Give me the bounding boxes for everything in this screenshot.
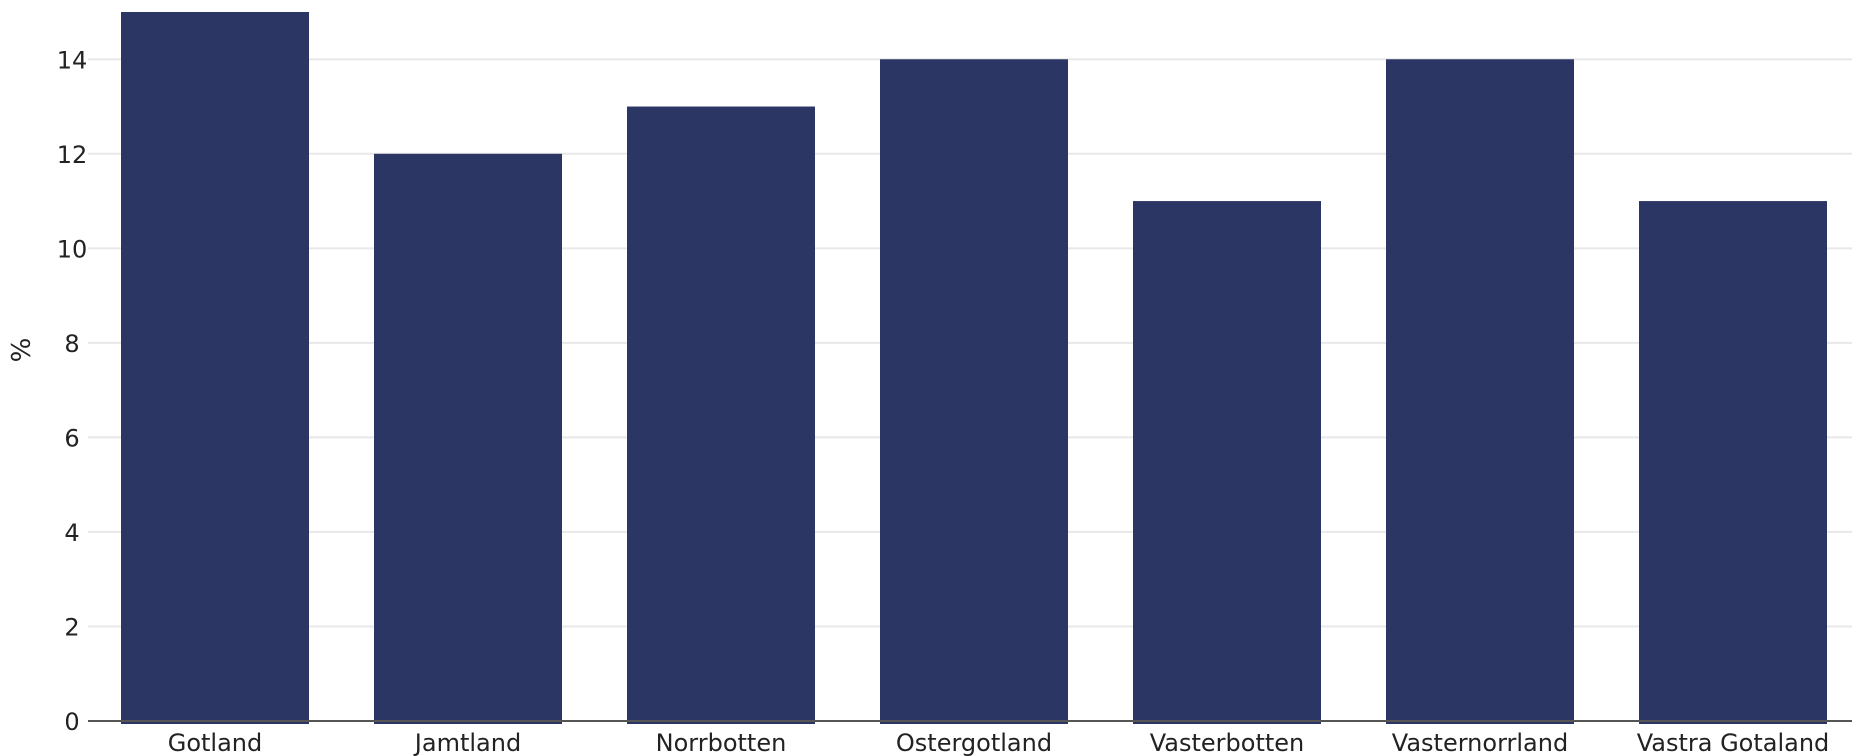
- x-tick-label: Jamtland: [413, 729, 521, 756]
- y-axis-title: %: [7, 338, 37, 363]
- bar: [1386, 59, 1574, 725]
- y-tick-label: 12: [57, 141, 88, 169]
- bar: [374, 153, 562, 725]
- y-tick-label: 4: [64, 519, 79, 547]
- x-tick-label: Norrbotten: [656, 729, 787, 756]
- y-tick-label: 2: [64, 613, 79, 641]
- bar: [121, 12, 309, 724]
- x-tick-label: Gotland: [168, 729, 263, 756]
- x-tick-label: Vastra Gotaland: [1637, 729, 1830, 756]
- y-tick-label: 0: [64, 708, 79, 736]
- x-tick-label: Ostergotland: [896, 729, 1052, 756]
- y-tick-label: 8: [64, 330, 79, 358]
- bars: [121, 12, 1827, 725]
- bar: [627, 106, 815, 725]
- bar: [1133, 201, 1321, 725]
- y-tick-label: 14: [57, 46, 88, 74]
- y-tick-label: 6: [64, 424, 79, 452]
- bar: [1639, 201, 1827, 725]
- y-axis-ticks: 0 2 4 6 8 10 12 14: [57, 46, 88, 736]
- x-tick-label: Vasternorrland: [1392, 729, 1568, 756]
- y-tick-label: 10: [57, 235, 88, 263]
- x-tick-label: Vasterbotten: [1150, 729, 1305, 756]
- x-axis-ticks: Gotland Jamtland Norrbotten Ostergotland Vas…: [168, 729, 1830, 756]
- bar: [880, 59, 1068, 725]
